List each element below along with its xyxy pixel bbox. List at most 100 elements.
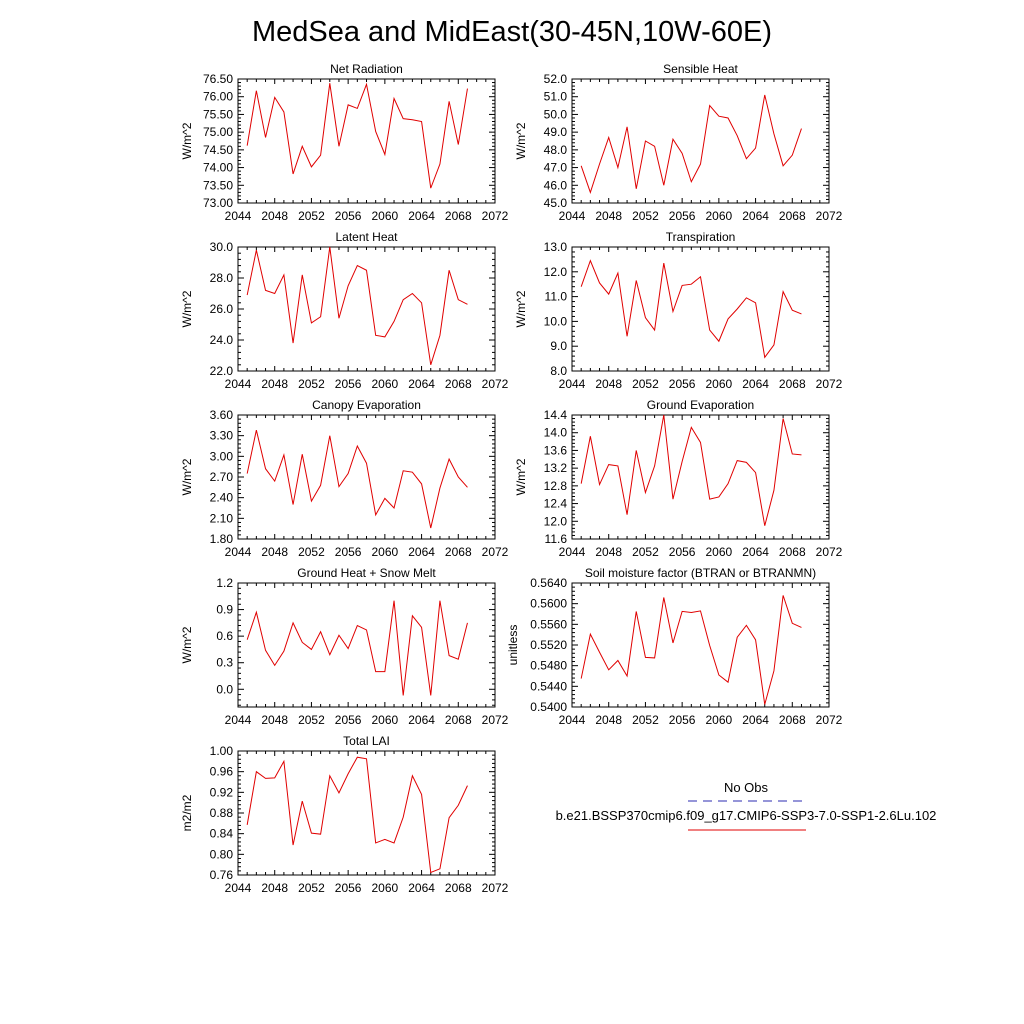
y-tick-label: 10.0 (544, 314, 568, 328)
x-tick-label: 2060 (372, 209, 399, 223)
x-tick-label: 2056 (669, 545, 696, 559)
x-tick-label: 2044 (225, 545, 252, 559)
y-tick-label: 73.50 (203, 178, 233, 192)
panel-title: Net Radiation (330, 62, 403, 76)
y-tick-label: 11.0 (545, 290, 568, 304)
x-tick-label: 2044 (225, 377, 252, 391)
x-tick-label: 2052 (632, 713, 659, 727)
x-tick-label: 2060 (706, 545, 733, 559)
y-axis-label: W/m^2 (514, 458, 528, 495)
legend: No Obs b.e21.BSSP370cmip6.f09_g17.CMIP6-… (556, 780, 936, 831)
y-tick-label: 12.0 (544, 514, 568, 528)
x-tick-label: 2056 (669, 377, 696, 391)
y-tick-label: 8.0 (550, 364, 567, 378)
x-tick-label: 2060 (706, 377, 733, 391)
y-tick-label: 0.96 (210, 765, 234, 779)
x-tick-label: 2068 (445, 881, 472, 895)
y-tick-label: 0.92 (210, 785, 234, 799)
panel-8: Soil moisture factor (BTRAN or BTRANMN) 2… (506, 566, 843, 727)
figure-title: MedSea and MidEast(30-45N,10W-60E) (252, 16, 772, 48)
y-tick-label: 47.0 (544, 161, 568, 175)
y-tick-label: 0.0 (216, 682, 233, 696)
x-tick-label: 2060 (706, 713, 733, 727)
series-line (246, 82, 468, 189)
x-tick-label: 2044 (225, 881, 252, 895)
y-tick-label: 49.0 (544, 125, 568, 139)
y-tick-label: 75.50 (203, 107, 233, 121)
panel-5: Canopy Evaporation 2044 2048 2052 2056 2060 20… (180, 398, 509, 559)
y-tick-label: 0.6 (216, 629, 233, 643)
panel-title: Canopy Evaporation (312, 398, 421, 412)
x-tick-label: 2068 (779, 545, 806, 559)
x-tick-label: 2072 (482, 377, 509, 391)
x-tick-label: 2072 (482, 881, 509, 895)
y-tick-label: 50.0 (544, 107, 568, 121)
x-tick-label: 2048 (261, 377, 288, 391)
x-tick-label: 2072 (816, 377, 843, 391)
x-tick-label: 2064 (408, 881, 435, 895)
panel-3: Latent Heat 2044 2048 2052 2056 2060 2064 2068 2… (180, 230, 509, 391)
x-tick-label: 2044 (559, 545, 586, 559)
x-tick-label: 2060 (706, 209, 733, 223)
x-tick-label: 2052 (298, 209, 325, 223)
y-tick-label: 52.0 (544, 72, 568, 86)
y-tick-label: 45.0 (544, 196, 568, 210)
y-tick-label: 76.50 (203, 72, 233, 86)
y-axis-label: W/m^2 (180, 458, 194, 495)
y-axis-label: W/m^2 (180, 290, 194, 327)
legend-obs-label: No Obs (724, 780, 769, 795)
x-tick-label: 2048 (595, 377, 622, 391)
y-axis-label: m2/m2 (180, 794, 194, 831)
x-tick-label: 2068 (445, 377, 472, 391)
x-tick-label: 2044 (225, 713, 252, 727)
panel-7: Ground Heat + Snow Melt 2044 2048 2052 2056 2… (180, 566, 509, 727)
series-line (246, 246, 468, 365)
y-tick-label: 2.10 (210, 511, 234, 525)
x-tick-label: 2064 (742, 377, 769, 391)
x-tick-label: 2060 (372, 881, 399, 895)
y-tick-label: 0.3 (216, 656, 233, 670)
panel-title: Soil moisture factor (BTRAN or BTRANMN) (585, 566, 816, 580)
y-tick-label: 12.8 (544, 479, 568, 493)
x-tick-label: 2056 (669, 209, 696, 223)
x-tick-label: 2064 (408, 545, 435, 559)
x-tick-label: 2072 (816, 713, 843, 727)
y-tick-label: 28.0 (210, 271, 234, 285)
x-tick-label: 2060 (372, 377, 399, 391)
x-tick-label: 2064 (408, 377, 435, 391)
x-tick-label: 2056 (335, 881, 362, 895)
x-tick-label: 2060 (372, 713, 399, 727)
y-tick-label: 9.0 (550, 339, 567, 353)
x-tick-label: 2056 (669, 713, 696, 727)
y-tick-label: 13.2 (544, 461, 568, 475)
y-tick-label: 3.30 (210, 429, 234, 443)
x-tick-label: 2068 (445, 209, 472, 223)
y-tick-label: 13.0 (544, 240, 568, 254)
panel-2: Sensible Heat 2044 2048 2052 2056 2060 2064 206… (514, 62, 843, 223)
y-tick-label: 1.80 (210, 532, 234, 546)
y-tick-label: 24.0 (210, 333, 234, 347)
x-tick-label: 2068 (445, 545, 472, 559)
x-tick-label: 2052 (632, 209, 659, 223)
y-tick-label: 2.40 (210, 491, 234, 505)
series-line (246, 430, 468, 529)
y-tick-label: 0.9 (216, 603, 233, 617)
x-tick-label: 2044 (559, 209, 586, 223)
x-tick-label: 2072 (482, 209, 509, 223)
y-tick-label: 14.4 (544, 408, 568, 422)
x-tick-label: 2056 (335, 545, 362, 559)
x-tick-label: 2052 (298, 881, 325, 895)
series-line (580, 259, 802, 359)
y-tick-label: 0.5560 (530, 617, 567, 631)
series-line (580, 595, 802, 705)
x-tick-label: 2060 (372, 545, 399, 559)
x-tick-label: 2044 (225, 209, 252, 223)
x-tick-label: 2068 (779, 713, 806, 727)
x-tick-label: 2044 (559, 377, 586, 391)
panel-title: Latent Heat (335, 230, 398, 244)
x-tick-label: 2048 (595, 713, 622, 727)
y-tick-label: 30.0 (210, 240, 234, 254)
y-tick-label: 74.00 (203, 161, 233, 175)
x-tick-label: 2052 (298, 545, 325, 559)
